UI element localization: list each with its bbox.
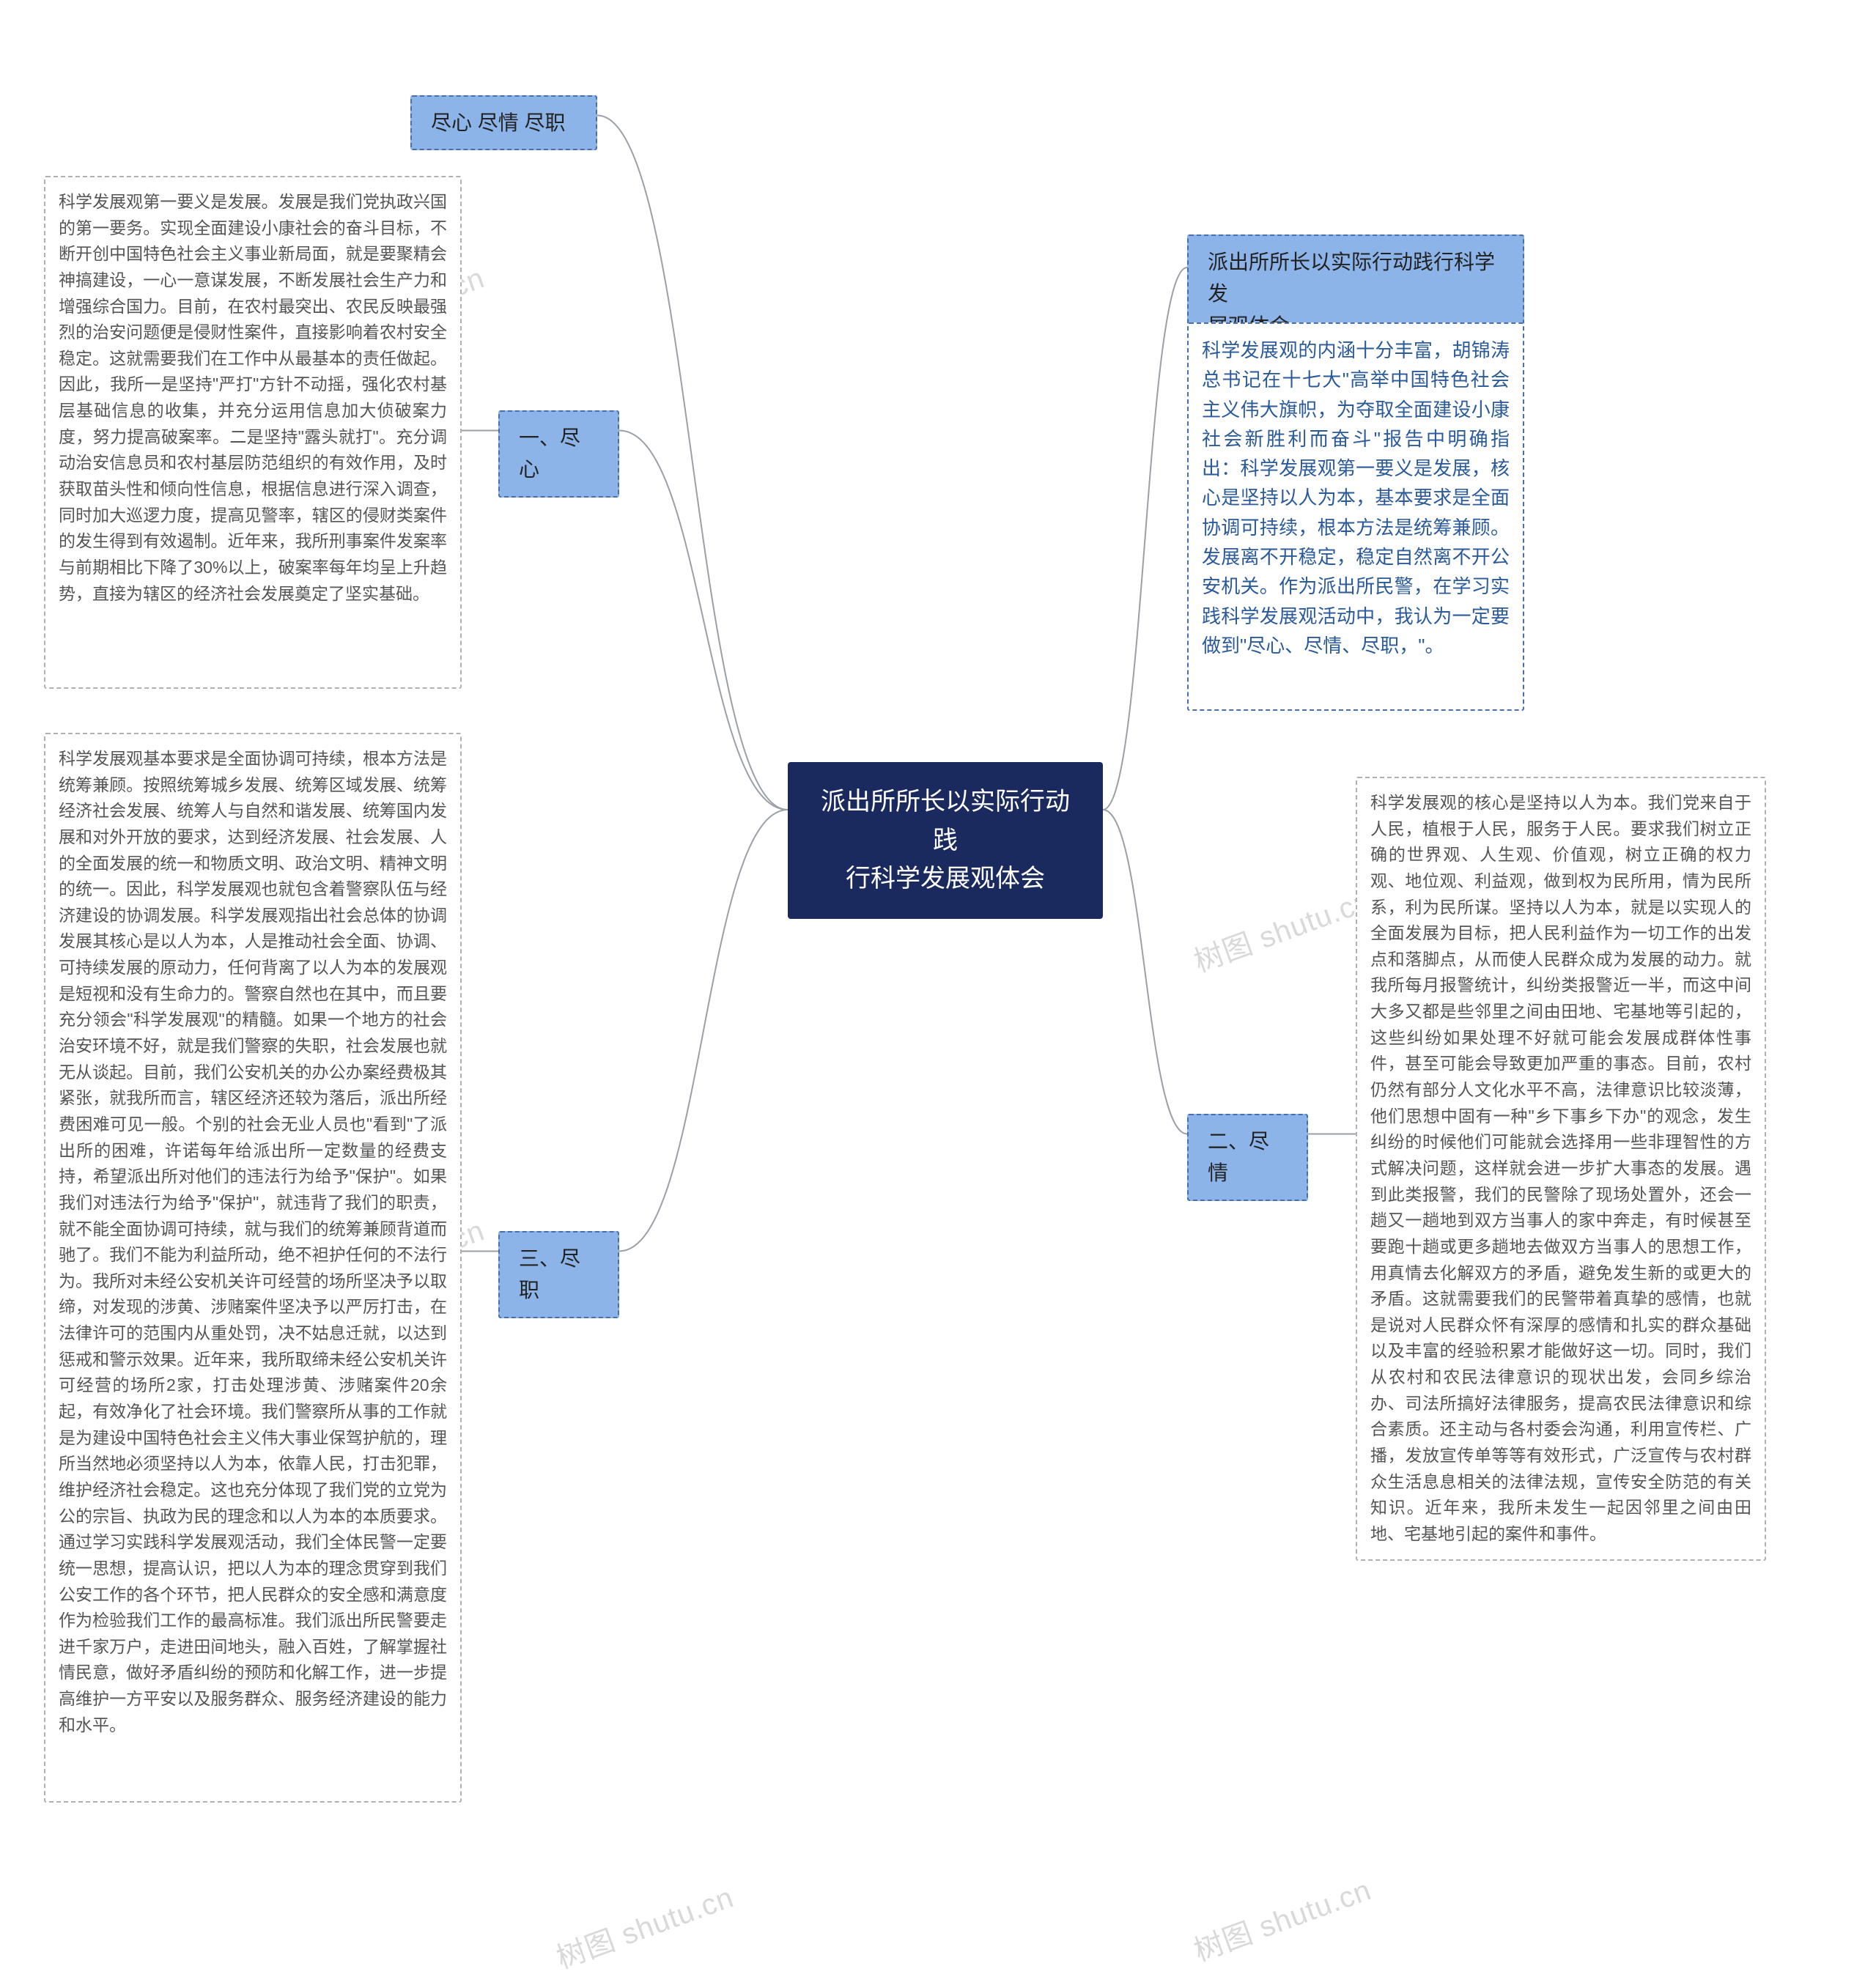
watermark: 树图 shutu.cn (1187, 877, 1376, 980)
branch-b2: 一、尽心 (498, 410, 619, 498)
leaf-b3: 科学发展观基本要求是全面协调可持续，根本方法是统筹兼顾。按照统筹城乡发展、统筹区… (44, 733, 462, 1803)
leaf-b4: 科学发展观的内涵十分丰富，胡锦涛总书记在十七大"高举中国特色社会主义伟大旗帜，为… (1187, 322, 1524, 711)
watermark: 树图 shutu.cn (1187, 1866, 1376, 1970)
watermark: 树图 shutu.cn (550, 1874, 739, 1977)
mindmap-canvas: 树图 shutu.cn树图 shutu.cn树图 shutu.cn树图 shut… (0, 0, 1876, 1977)
branch-b1: 尽心 尽情 尽职 (410, 95, 597, 150)
leaf-b5: 科学发展观的核心是坚持以人为本。我们党来自于人民，植根于人民，服务于人民。要求我… (1356, 777, 1766, 1561)
leaf-b2: 科学发展观第一要义是发展。发展是我们党执政兴国的第一要务。实现全面建设小康社会的… (44, 176, 462, 689)
branch-b3: 三、尽职 (498, 1231, 619, 1318)
branch-b5: 二、尽情 (1187, 1114, 1308, 1201)
root-node: 派出所所长以实际行动践行科学发展观体会 (788, 762, 1103, 919)
